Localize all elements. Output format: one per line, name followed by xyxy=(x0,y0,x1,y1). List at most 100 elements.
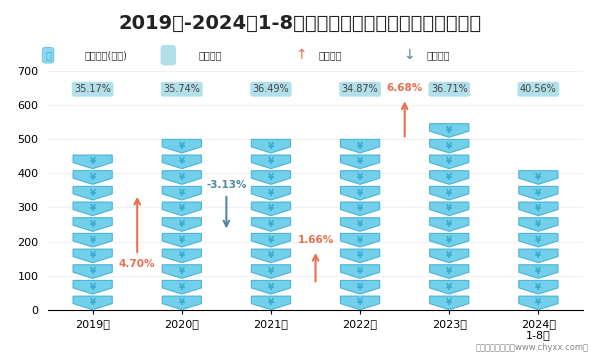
Text: ¥: ¥ xyxy=(535,204,542,213)
Text: ¥: ¥ xyxy=(446,251,453,260)
Polygon shape xyxy=(430,202,469,216)
Text: ¥: ¥ xyxy=(446,142,453,151)
Polygon shape xyxy=(162,139,201,153)
Text: ¥: ¥ xyxy=(268,251,274,260)
Text: ¥: ¥ xyxy=(90,220,96,229)
Text: ¥: ¥ xyxy=(446,298,453,307)
Text: 〇: 〇 xyxy=(45,50,51,60)
Text: 2019年-2024年1-8月贵州省累计原保险保费收入统计图: 2019年-2024年1-8月贵州省累计原保险保费收入统计图 xyxy=(119,14,482,33)
Polygon shape xyxy=(430,187,469,200)
Text: 36.71%: 36.71% xyxy=(431,84,468,94)
Text: ¥: ¥ xyxy=(90,204,96,213)
Text: ↑: ↑ xyxy=(294,48,307,62)
Text: 1.66%: 1.66% xyxy=(297,235,334,245)
Text: ¥: ¥ xyxy=(268,220,274,229)
Polygon shape xyxy=(519,187,558,200)
Polygon shape xyxy=(430,155,469,169)
Text: ¥: ¥ xyxy=(535,251,542,260)
Polygon shape xyxy=(251,296,290,310)
Text: ¥: ¥ xyxy=(446,283,453,292)
Text: ¥: ¥ xyxy=(535,298,542,307)
Text: 35.17%: 35.17% xyxy=(74,84,111,94)
Text: ¥: ¥ xyxy=(446,126,453,135)
Text: ¥: ¥ xyxy=(446,267,453,276)
Text: ¥: ¥ xyxy=(178,298,185,307)
Text: ¥: ¥ xyxy=(535,189,542,198)
Text: ¥: ¥ xyxy=(357,204,363,213)
Text: ¥: ¥ xyxy=(268,173,274,182)
Text: ¥: ¥ xyxy=(90,267,96,276)
Text: ¥: ¥ xyxy=(268,267,274,276)
Polygon shape xyxy=(251,265,290,278)
Polygon shape xyxy=(519,249,558,263)
Text: ↓: ↓ xyxy=(403,48,415,62)
Text: ¥: ¥ xyxy=(446,157,453,166)
Polygon shape xyxy=(251,249,290,263)
Polygon shape xyxy=(162,296,201,310)
Polygon shape xyxy=(162,234,201,247)
Polygon shape xyxy=(341,296,380,310)
Polygon shape xyxy=(162,171,201,184)
Text: ¥: ¥ xyxy=(178,142,185,151)
Polygon shape xyxy=(162,265,201,278)
Polygon shape xyxy=(430,296,469,310)
Polygon shape xyxy=(430,281,469,294)
Text: ¥: ¥ xyxy=(178,157,185,166)
Text: 制图：智研咨询（www.chyxx.com）: 制图：智研咨询（www.chyxx.com） xyxy=(476,344,589,352)
Polygon shape xyxy=(430,139,469,153)
Text: ¥: ¥ xyxy=(90,189,96,198)
Polygon shape xyxy=(73,234,112,247)
Text: ¥: ¥ xyxy=(178,251,185,260)
Polygon shape xyxy=(430,218,469,231)
Polygon shape xyxy=(341,281,380,294)
Polygon shape xyxy=(519,265,558,278)
Text: 36.49%: 36.49% xyxy=(252,84,289,94)
Polygon shape xyxy=(519,171,558,184)
Text: ¥: ¥ xyxy=(90,157,96,166)
Text: 34.87%: 34.87% xyxy=(342,84,379,94)
Polygon shape xyxy=(162,249,201,263)
Text: ¥: ¥ xyxy=(446,204,453,213)
Text: 同比减少: 同比减少 xyxy=(427,50,450,60)
Polygon shape xyxy=(251,155,290,169)
Polygon shape xyxy=(251,234,290,247)
Text: 同比增加: 同比增加 xyxy=(319,50,342,60)
Polygon shape xyxy=(341,218,380,231)
Text: ¥: ¥ xyxy=(90,236,96,245)
Polygon shape xyxy=(73,171,112,184)
Text: ¥: ¥ xyxy=(357,220,363,229)
Polygon shape xyxy=(251,281,290,294)
Text: ¥: ¥ xyxy=(90,283,96,292)
Text: 寿险占比: 寿险占比 xyxy=(198,50,222,60)
Text: ¥: ¥ xyxy=(446,236,453,245)
Polygon shape xyxy=(341,202,380,216)
Polygon shape xyxy=(251,218,290,231)
Text: ¥: ¥ xyxy=(268,283,274,292)
Text: ¥: ¥ xyxy=(357,251,363,260)
Text: ¥: ¥ xyxy=(357,283,363,292)
Polygon shape xyxy=(251,139,290,153)
Polygon shape xyxy=(519,281,558,294)
Polygon shape xyxy=(430,171,469,184)
Text: ¥: ¥ xyxy=(90,251,96,260)
Polygon shape xyxy=(162,187,201,200)
Text: ¥: ¥ xyxy=(535,267,542,276)
Polygon shape xyxy=(430,234,469,247)
Text: ¥: ¥ xyxy=(535,173,542,182)
Text: ¥: ¥ xyxy=(90,298,96,307)
Polygon shape xyxy=(519,234,558,247)
Text: 4.70%: 4.70% xyxy=(119,258,156,269)
Text: ¥: ¥ xyxy=(357,142,363,151)
Polygon shape xyxy=(73,249,112,263)
Text: ¥: ¥ xyxy=(178,267,185,276)
Polygon shape xyxy=(341,234,380,247)
Text: ¥: ¥ xyxy=(446,220,453,229)
Text: 40.56%: 40.56% xyxy=(520,84,557,94)
Polygon shape xyxy=(341,249,380,263)
Polygon shape xyxy=(73,187,112,200)
Text: 35.74%: 35.74% xyxy=(163,84,200,94)
Text: ¥: ¥ xyxy=(446,189,453,198)
Polygon shape xyxy=(73,265,112,278)
Polygon shape xyxy=(430,124,469,137)
Polygon shape xyxy=(162,218,201,231)
